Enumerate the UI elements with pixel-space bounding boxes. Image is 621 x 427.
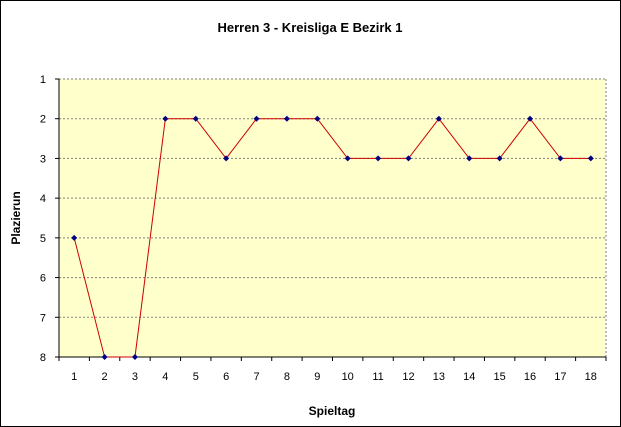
x-tick-label: 3 — [132, 371, 138, 383]
data-point — [101, 354, 108, 360]
series-group — [71, 115, 594, 360]
y-tick-label: 7 — [40, 312, 46, 324]
x-tick-label: 1 — [71, 371, 77, 383]
x-axis-title: Spieltag — [309, 404, 356, 418]
data-point — [223, 155, 230, 162]
data-point — [466, 155, 473, 162]
x-tick-label: 18 — [585, 371, 597, 383]
data-point — [314, 115, 321, 122]
y-tick-label: 1 — [40, 74, 46, 86]
data-point — [192, 115, 199, 122]
x-tick-label: 8 — [284, 371, 290, 383]
data-point — [71, 234, 78, 241]
grid-lines — [59, 78, 607, 357]
x-axis-ticks: 1 2 3 4 5 6 7 8 9 10 11 12 13 14 15 16 17 18 — [58, 357, 607, 383]
data-point — [131, 354, 138, 360]
data-point — [557, 155, 564, 162]
x-tick-label: 2 — [102, 371, 108, 383]
data-point — [496, 155, 503, 162]
y-tick-label: 3 — [40, 153, 46, 165]
y-tick-label: 4 — [40, 193, 46, 205]
x-tick-label: 4 — [162, 371, 168, 383]
data-point — [527, 115, 534, 122]
data-point — [587, 155, 594, 162]
series-line — [73, 117, 591, 358]
y-tick-label: 8 — [40, 352, 46, 364]
data-point — [162, 115, 169, 122]
data-point — [283, 115, 290, 122]
x-tick-label: 10 — [342, 371, 354, 383]
x-tick-label: 17 — [554, 371, 566, 383]
x-tick-label: 13 — [433, 371, 445, 383]
x-tick-label: 5 — [193, 371, 199, 383]
chart-title: Herren 3 - Kreisliga E Bezirk 1 — [218, 20, 403, 35]
x-tick-label: 14 — [463, 371, 475, 383]
data-point — [405, 155, 412, 162]
x-tick-label: 16 — [524, 371, 536, 383]
data-point — [375, 155, 382, 162]
x-tick-label: 11 — [372, 371, 383, 383]
data-point — [344, 155, 351, 162]
y-tick-label: 2 — [40, 114, 46, 126]
y-tick-label: 6 — [40, 273, 46, 285]
data-point — [435, 115, 442, 122]
y-axis-title: Plazierun — [9, 191, 23, 244]
x-tick-label: 12 — [402, 371, 414, 383]
x-tick-label: 15 — [494, 371, 506, 383]
y-axis-ticks: 1 2 3 4 5 6 7 8 — [40, 74, 59, 364]
x-tick-label: 7 — [253, 371, 259, 383]
plot-area — [59, 79, 606, 357]
data-point — [253, 115, 260, 122]
y-tick-label: 5 — [40, 233, 46, 245]
x-tick-label: 9 — [314, 371, 320, 383]
x-tick-label: 6 — [223, 371, 229, 383]
